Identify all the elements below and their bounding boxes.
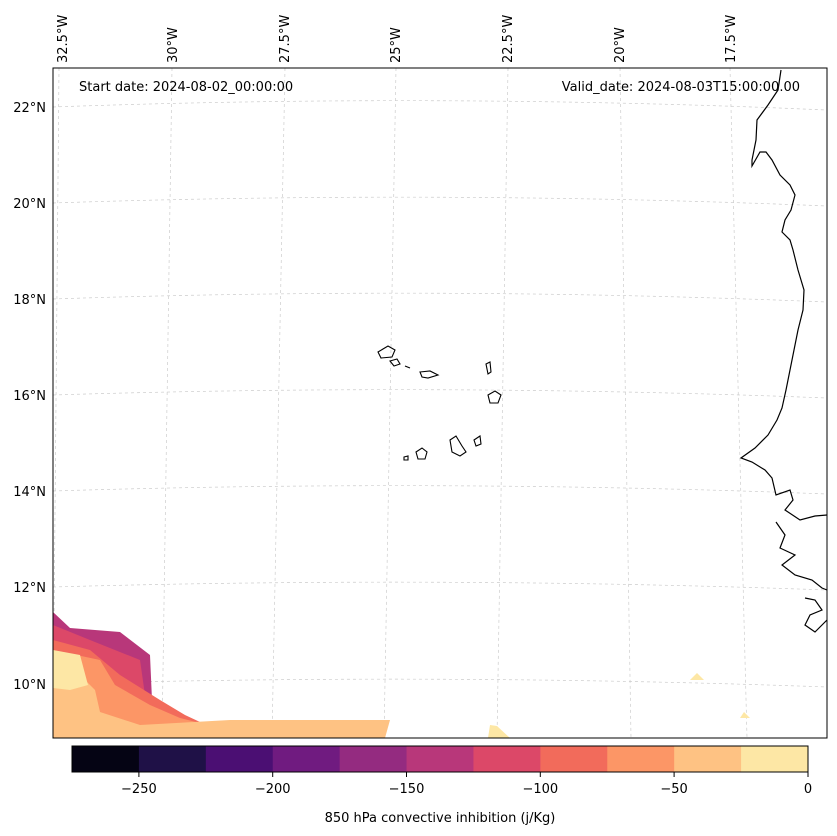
lon-label: 22.5°W xyxy=(501,15,516,63)
valid-date-label: Valid_date: 2024-08-03T15:00:00.00 xyxy=(562,80,800,95)
lat-label: 16°N xyxy=(13,389,46,404)
lat-label: 12°N xyxy=(13,581,46,596)
island-brava xyxy=(403,455,409,461)
lat-label: 14°N xyxy=(13,485,46,500)
island-santo-antao xyxy=(377,345,396,359)
lon-label: 20°W xyxy=(613,27,628,63)
cin-contour-blob-1 xyxy=(488,725,510,738)
island-fogo xyxy=(415,447,428,460)
island-santiago xyxy=(449,435,467,457)
colorbar-ticks: −250 −200 −150 −100 −50 0 xyxy=(121,772,812,797)
cin-contour-blob-3 xyxy=(740,712,750,718)
lon-label: 25°W xyxy=(389,27,404,63)
lat-label: 10°N xyxy=(13,678,46,693)
colorbar-swatch xyxy=(272,746,341,772)
cin-contour-blob-2 xyxy=(690,673,704,680)
island-santa-luzia xyxy=(404,365,411,369)
island-maio xyxy=(473,435,482,447)
island-boa-vista xyxy=(487,390,502,404)
lon-label: 30°W xyxy=(166,27,181,63)
island-sao-nicolau xyxy=(419,370,440,379)
longitude-labels: 32.5°W 30°W 27.5°W 25°W 22.5°W 20°W 17.5… xyxy=(56,15,739,63)
latitude-labels: 22°N 20°N 18°N 16°N 14°N 12°N 10°N xyxy=(13,101,46,693)
colorbar-label: 850 hPa convective inhibition (j/Kg) xyxy=(325,811,556,826)
lon-label: 32.5°W xyxy=(56,15,71,63)
colorbar-swatch xyxy=(741,746,809,772)
cape-verde-islands xyxy=(377,345,502,461)
cin-contour-orange xyxy=(53,650,360,738)
africa-coast-south xyxy=(775,521,828,591)
lat-label: 20°N xyxy=(13,197,46,212)
island-sao-vicente xyxy=(389,358,401,367)
map-gridlines xyxy=(52,67,828,739)
lon-label: 27.5°W xyxy=(278,15,293,63)
colorbar-swatch xyxy=(473,746,541,772)
colorbar-swatch xyxy=(406,746,474,772)
africa-coast xyxy=(739,69,828,521)
colorbar-frame xyxy=(71,745,809,773)
coastlines xyxy=(739,69,828,633)
lat-label: 18°N xyxy=(13,293,46,308)
colorbar-tick-label: −200 xyxy=(255,782,291,797)
map-frame xyxy=(52,67,828,739)
colorbar-tick-label: 0 xyxy=(804,782,812,797)
colorbar-swatch xyxy=(607,746,675,772)
colorbar-tick-label: −150 xyxy=(389,782,425,797)
cin-contour-cream xyxy=(53,650,88,690)
colorbar xyxy=(72,746,809,772)
africa-coast-islands xyxy=(804,597,828,633)
lat-label: 22°N xyxy=(13,101,46,116)
lon-label: 17.5°W xyxy=(724,15,739,63)
colorbar-tick-label: −250 xyxy=(121,782,157,797)
colorbar-swatch xyxy=(540,746,608,772)
colorbar-tick-label: −100 xyxy=(522,782,558,797)
island-sal xyxy=(485,361,492,375)
colorbar-swatch xyxy=(138,746,207,772)
colorbar-swatch xyxy=(72,746,140,772)
colorbar-swatch xyxy=(205,746,274,772)
colorbar-swatch xyxy=(339,746,408,772)
start-date-label: Start date: 2024-08-02_00:00:00 xyxy=(79,80,293,95)
colorbar-tick-label: −50 xyxy=(660,782,687,797)
colorbar-swatch xyxy=(674,746,742,772)
cin-contours xyxy=(53,612,750,738)
cin-contour-peach xyxy=(53,660,390,738)
